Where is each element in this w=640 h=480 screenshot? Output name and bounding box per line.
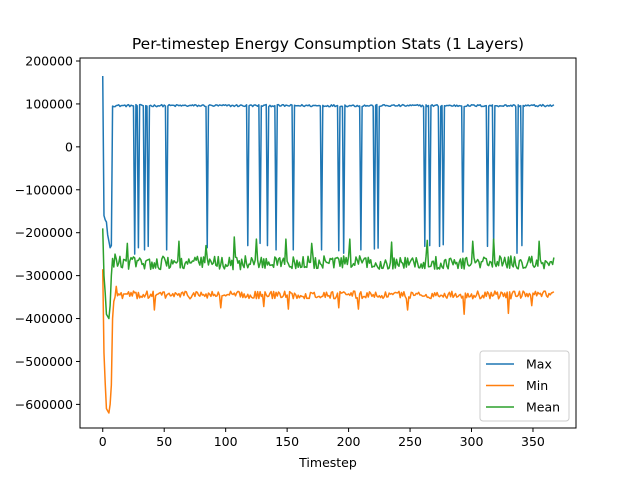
y-tick-label: −400000 bbox=[15, 311, 73, 326]
x-axis-title: Timestep bbox=[298, 455, 357, 470]
x-tick-label: 50 bbox=[156, 434, 172, 449]
y-tick-label: −500000 bbox=[15, 354, 73, 369]
series-line-mean bbox=[101, 228, 555, 320]
x-tick-label: 150 bbox=[275, 434, 299, 449]
y-tick-label: 200000 bbox=[25, 54, 73, 69]
x-axis-ticks: 0 50 100 150 200 250 300 350 bbox=[99, 428, 545, 449]
series-line-min bbox=[101, 269, 555, 414]
plot-frame bbox=[79, 57, 577, 429]
legend-label-mean: Mean bbox=[526, 400, 560, 415]
y-tick-label: −300000 bbox=[15, 268, 73, 283]
y-tick-label: 100000 bbox=[25, 96, 73, 111]
y-axis-ticks: 200000 100000 0 −100000 −200000 −300000 −40000… bbox=[15, 54, 80, 412]
series-line-max bbox=[101, 76, 555, 255]
legend-label-min: Min bbox=[526, 378, 548, 393]
plot-area bbox=[101, 76, 555, 414]
x-tick-label: 250 bbox=[398, 434, 422, 449]
y-tick-label: −600000 bbox=[15, 397, 73, 412]
x-tick-label: 0 bbox=[99, 434, 107, 449]
y-tick-label: −200000 bbox=[15, 225, 73, 240]
x-tick-label: 200 bbox=[337, 434, 361, 449]
x-tick-label: 350 bbox=[521, 434, 545, 449]
legend-box bbox=[479, 350, 570, 422]
series-layer bbox=[101, 76, 555, 414]
legend: Max Min Mean bbox=[479, 350, 570, 422]
y-tick-label: 0 bbox=[65, 139, 73, 154]
chart-title: Per-timestep Energy Consumption Stats (1… bbox=[132, 35, 524, 53]
legend-label-max: Max bbox=[526, 357, 552, 372]
x-tick-label: 300 bbox=[460, 434, 484, 449]
y-tick-label: −100000 bbox=[15, 182, 73, 197]
x-tick-label: 100 bbox=[214, 434, 238, 449]
